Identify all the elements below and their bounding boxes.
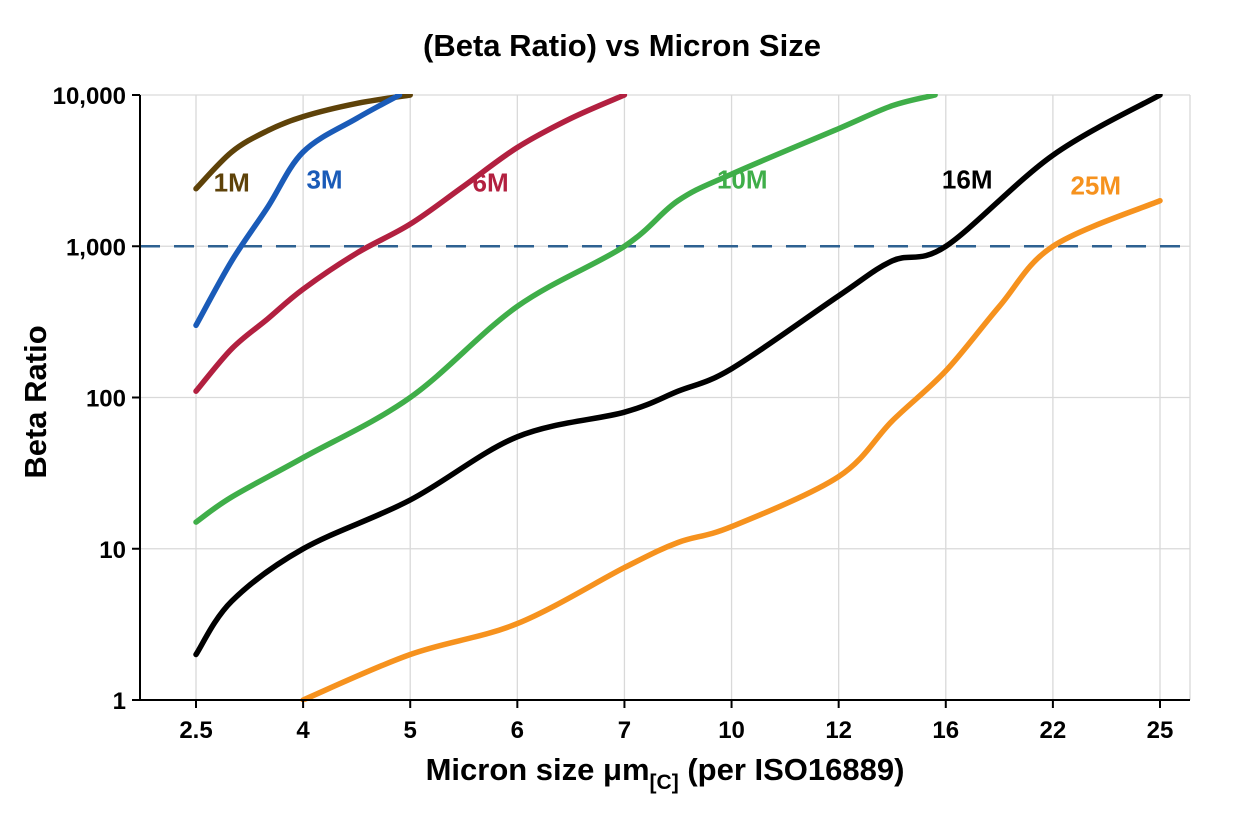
series-label-25M: 25M	[1070, 170, 1121, 200]
x-axis-label: Micron size μm[C] (per ISO16889)	[426, 752, 905, 794]
series-label-16M: 16M	[942, 165, 993, 195]
y-tick-label: 10	[99, 537, 126, 564]
series-curve-10M	[193, 94, 938, 525]
series-label-6M: 6M	[472, 168, 508, 198]
series-curve-1M	[193, 94, 413, 192]
series-label-1M: 1M	[214, 168, 250, 198]
x-axis-label-main: Micron size μm	[426, 752, 650, 787]
x-axis-label-subscript: [C]	[650, 771, 679, 794]
x-tick-label: 5	[404, 717, 417, 744]
y-tick-label: 100	[86, 386, 126, 413]
x-tick-label: 16	[932, 717, 959, 744]
x-axis-label-suffix: (per ISO16889)	[679, 752, 905, 787]
x-tick-label: 6	[511, 717, 524, 744]
series-curve-25M	[300, 197, 1163, 702]
series-label-10M: 10M	[717, 165, 768, 195]
y-tick-label: 10,000	[53, 83, 126, 110]
chart-title: (Beta Ratio) vs Micron Size	[423, 28, 821, 63]
x-tick-label: 10	[718, 717, 745, 744]
series-label-layer: 1M 3M 6M 10M 16M 25M	[214, 165, 1121, 201]
y-axis-label: Beta Ratio	[18, 325, 53, 478]
axis-layer	[132, 94, 1190, 708]
y-tick-label: 1,000	[66, 234, 126, 261]
x-tick-label: 7	[618, 717, 631, 744]
curves-layer	[193, 94, 1163, 702]
x-tick-label: 25	[1147, 717, 1174, 744]
series-curve-16M	[193, 94, 1163, 658]
x-tick-label: 4	[296, 717, 310, 744]
x-tick-label: 22	[1040, 717, 1067, 744]
x-tick-label: 12	[825, 717, 852, 744]
series-label-3M: 3M	[306, 165, 342, 195]
x-tick-label: 2.5	[179, 717, 212, 744]
series-curve-3M	[193, 94, 403, 329]
tick-label-layer: 2.5 4 5 6 7 10 12 16 22 25 1 10 100 1,000 10,000	[53, 83, 1174, 744]
y-tick-label: 1	[113, 688, 126, 715]
series-curve-6M	[193, 94, 628, 394]
